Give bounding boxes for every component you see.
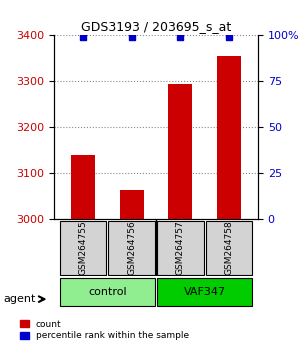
FancyBboxPatch shape bbox=[157, 221, 204, 275]
FancyBboxPatch shape bbox=[157, 278, 252, 306]
Title: GDS3193 / 203695_s_at: GDS3193 / 203695_s_at bbox=[81, 20, 231, 33]
Text: GSM264758: GSM264758 bbox=[224, 221, 233, 275]
Text: GSM264755: GSM264755 bbox=[79, 221, 88, 275]
Bar bbox=[217, 56, 241, 219]
Text: agent: agent bbox=[3, 294, 35, 304]
Legend: count, percentile rank within the sample: count, percentile rank within the sample bbox=[20, 320, 189, 340]
FancyBboxPatch shape bbox=[108, 221, 155, 275]
Bar bbox=[120, 190, 144, 219]
Text: GSM264756: GSM264756 bbox=[127, 221, 136, 275]
Text: GSM264757: GSM264757 bbox=[176, 221, 185, 275]
Bar bbox=[71, 155, 95, 219]
FancyBboxPatch shape bbox=[60, 221, 106, 275]
Bar bbox=[168, 84, 192, 219]
Text: control: control bbox=[88, 287, 127, 297]
FancyBboxPatch shape bbox=[60, 278, 155, 306]
FancyBboxPatch shape bbox=[206, 221, 252, 275]
Text: VAF347: VAF347 bbox=[184, 287, 226, 297]
